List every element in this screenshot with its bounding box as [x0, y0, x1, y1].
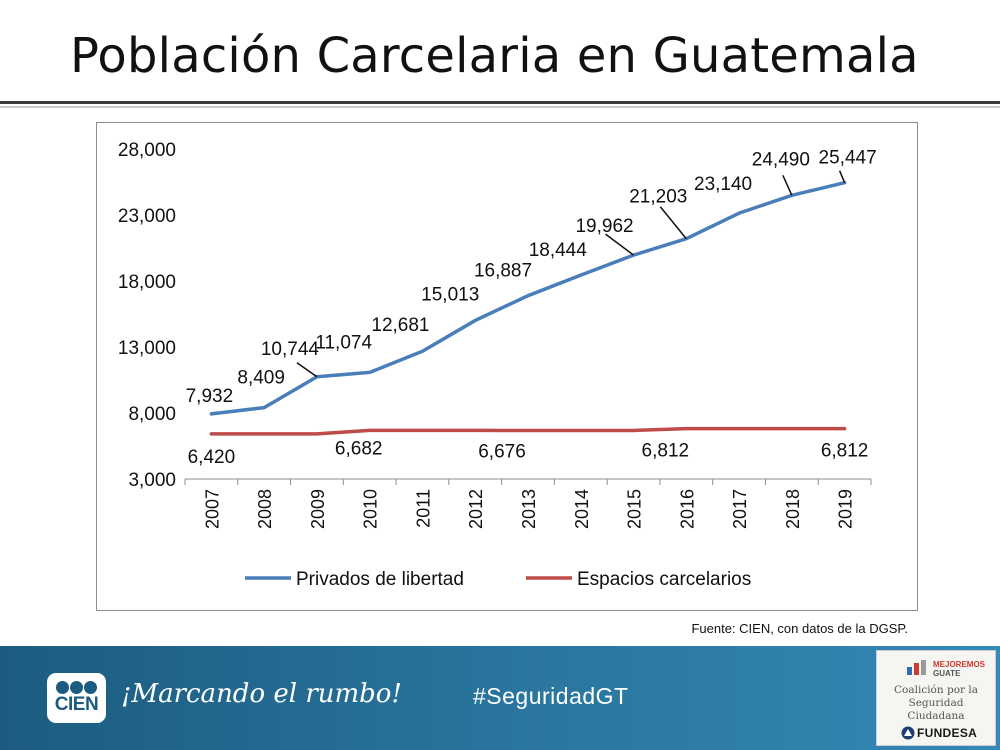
- x-tick-label: 2010: [361, 489, 381, 529]
- x-tick-label: 2008: [255, 489, 275, 529]
- data-label-espacios: 6,420: [188, 447, 236, 468]
- data-label-privados: 19,962: [575, 216, 633, 237]
- x-tick-label: 2013: [519, 489, 539, 529]
- data-label-privados: 8,409: [237, 368, 285, 389]
- data-label-leader: [605, 233, 634, 256]
- x-tick-label: 2011: [413, 489, 433, 528]
- y-tick-label: 18,000: [118, 272, 176, 293]
- y-tick-label: 23,000: [118, 206, 176, 227]
- data-label-espacios: 6,812: [821, 441, 869, 462]
- x-tick-label: 2009: [308, 489, 328, 529]
- data-label-leader: [838, 170, 846, 183]
- x-tick-label: 2017: [730, 489, 750, 529]
- data-label-leader: [296, 362, 318, 378]
- footer-hashtag: #SeguridadGT: [473, 683, 629, 709]
- coalition-text: Coalición por la Seguridad Ciudadana: [879, 684, 993, 723]
- title-rule-shadow: [0, 106, 1000, 108]
- data-label-privados: 24,490: [752, 149, 810, 170]
- title-rule: [0, 101, 1000, 104]
- data-label-privados: 16,887: [474, 261, 532, 282]
- y-tick-label: 28,000: [118, 140, 176, 161]
- fundesa-wordmark: FUNDESA: [917, 726, 978, 740]
- y-tick-label: 3,000: [128, 470, 176, 491]
- data-label-privados: 23,140: [694, 174, 752, 195]
- x-tick-label: 2015: [625, 489, 645, 529]
- fundesa-icon: [901, 726, 915, 740]
- data-label-privados: 21,203: [629, 187, 687, 208]
- data-label-espacios: 6,682: [335, 438, 383, 459]
- cien-logo: CIEN: [47, 673, 106, 723]
- data-label-privados: 25,447: [819, 148, 877, 169]
- line-chart: 3,000 8,000 13,000 18,000 23,000 28,000 2007 20…: [118, 140, 877, 590]
- x-tick-label: 2016: [677, 489, 697, 529]
- x-tick-label: 2014: [572, 489, 592, 529]
- x-tick-label: 2018: [783, 489, 803, 529]
- mejoremos-text: MEJOREMOS: [933, 660, 986, 669]
- chart-frame: 3,000 8,000 13,000 18,000 23,000 28,000 2007 20…: [96, 122, 918, 611]
- guate-text: GUATE: [933, 669, 961, 678]
- cien-logo-text: CIEN: [54, 694, 99, 715]
- coalition-line-2: Seguridad Ciudadana: [907, 697, 965, 722]
- data-label-privados: 10,744: [261, 339, 320, 360]
- data-label-leader: [782, 175, 793, 196]
- y-tick-label: 13,000: [118, 338, 176, 359]
- data-label-leader: [659, 206, 687, 240]
- legend-label-privados: Privados de libertad: [296, 569, 464, 590]
- data-label-privados: 15,013: [421, 284, 479, 305]
- cien-logo-dots: [56, 681, 98, 695]
- x-tick-label: 2007: [202, 489, 222, 529]
- mejoremos-guate-wordmark: MEJOREMOS GUATE: [933, 660, 985, 678]
- data-label-espacios: 6,676: [478, 441, 526, 462]
- x-tick-label: 2019: [836, 489, 856, 529]
- data-label-privados: 7,932: [186, 386, 234, 407]
- slide-title: Población Carcelaria en Guatemala: [70, 28, 919, 84]
- mejoremos-guate-icon: [907, 660, 926, 675]
- data-label-privados: 12,681: [371, 315, 429, 336]
- series-line-privados: [209, 180, 847, 416]
- data-label-privados: 18,444: [529, 240, 588, 261]
- footer-slogan: ¡Marcando el rumbo!: [121, 679, 402, 709]
- footer-bar: CIEN ¡Marcando el rumbo! #SeguridadGT: [0, 646, 1000, 750]
- data-label-espacios: 6,812: [642, 441, 690, 462]
- x-tick-label: 2012: [466, 489, 486, 529]
- y-tick-label: 8,000: [128, 404, 176, 425]
- coalition-line-1: Coalición por la: [893, 684, 978, 696]
- source-note: Fuente: CIEN, con datos de la DGSP.: [691, 621, 908, 636]
- partner-logo-panel: MEJOREMOS GUATE Coalición por la Segurid…: [876, 650, 996, 746]
- legend-label-espacios: Espacios carcelarios: [577, 569, 751, 590]
- series-line-espacios: [209, 426, 847, 436]
- data-label-privados: 11,074: [315, 332, 372, 353]
